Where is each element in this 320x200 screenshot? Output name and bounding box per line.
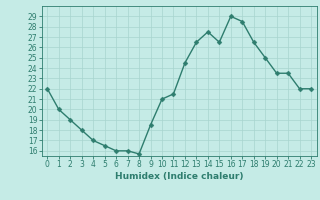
X-axis label: Humidex (Indice chaleur): Humidex (Indice chaleur) [115,172,244,181]
